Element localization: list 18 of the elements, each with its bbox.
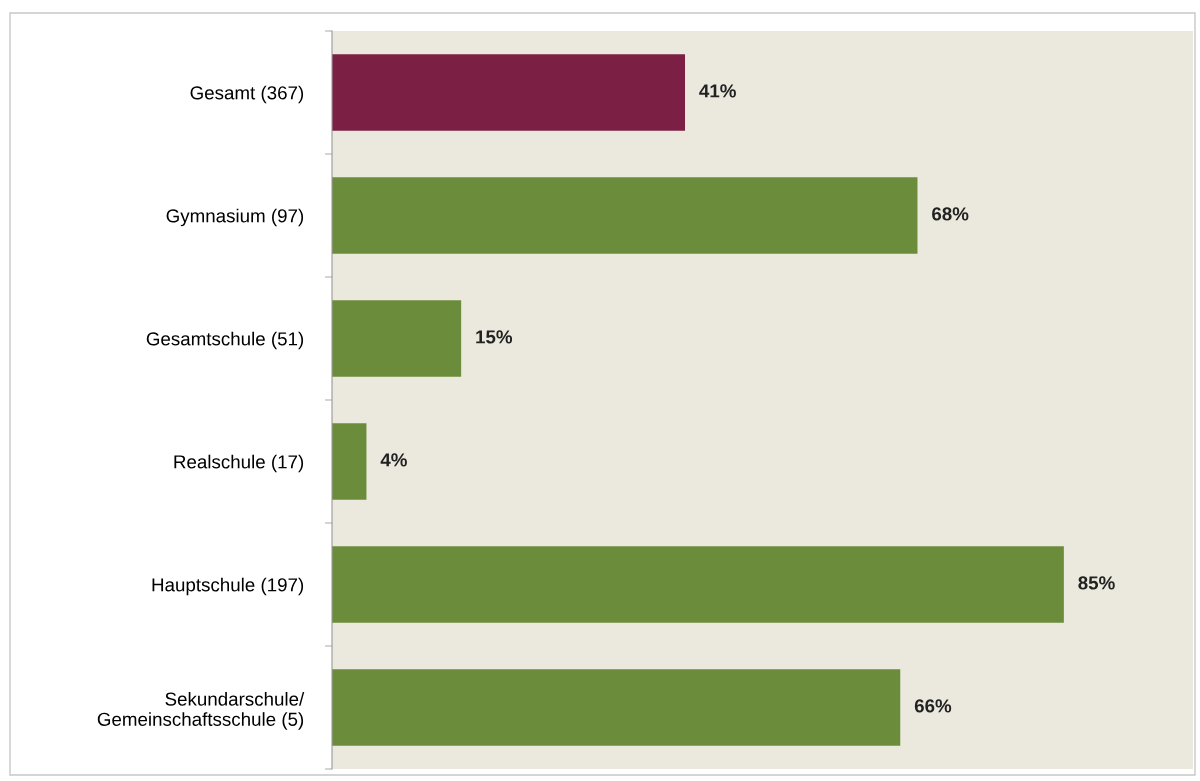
bar	[332, 546, 1064, 623]
data-label: 85%	[1078, 576, 1115, 590]
y-tick-label: Hauptschule (197)	[152, 577, 304, 596]
y-tick-label: Realschule (17)	[174, 454, 304, 473]
data-label: 41%	[699, 84, 736, 98]
y-tick-label: Sekundarschule/ Gemeinschaftsschule (5)	[97, 691, 305, 730]
y-tick-label: Gesamt (367)	[190, 85, 304, 104]
bar	[332, 54, 686, 131]
bar	[332, 177, 918, 254]
data-label: 66%	[914, 699, 952, 713]
bar	[332, 423, 367, 500]
data-label: 68%	[932, 207, 969, 221]
data-label: 4%	[380, 453, 407, 467]
bar	[332, 669, 901, 746]
y-tick-label: Gesamtschule (51)	[146, 331, 304, 350]
y-tick-label: Gymnasium (97)	[166, 208, 304, 227]
bar	[332, 300, 462, 377]
data-label: 15%	[476, 330, 513, 344]
